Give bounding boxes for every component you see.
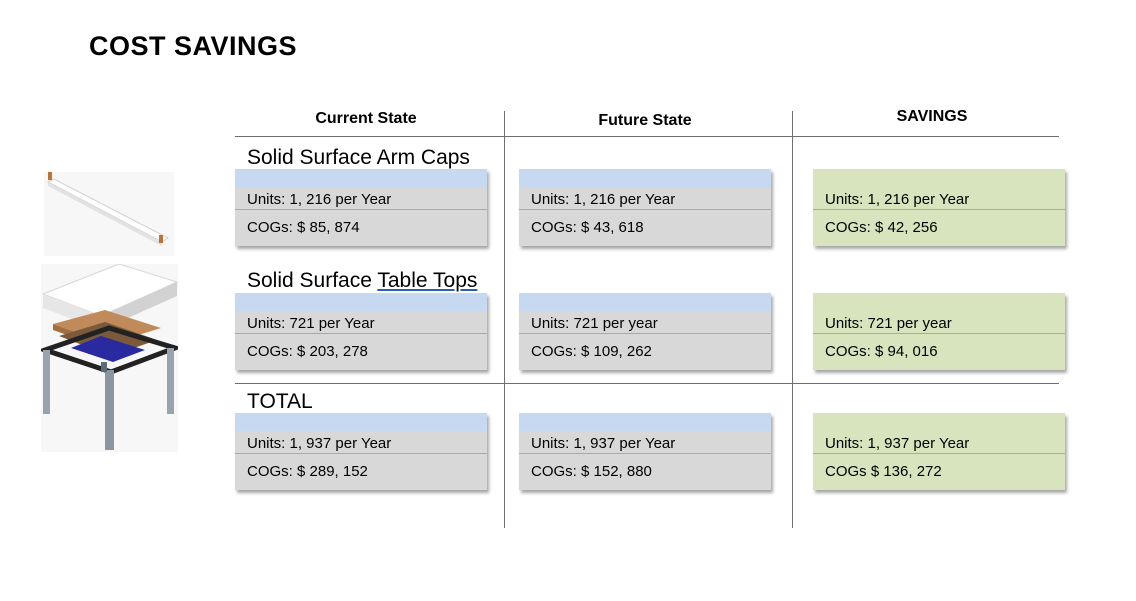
total-current-card: Units: 1, 937 per Year COGs: $ 289, 152 — [235, 413, 487, 490]
section-label-total: TOTAL — [247, 390, 313, 413]
cogs-value: COGs: $ 42, 256 — [825, 219, 938, 236]
table-tops-future-card: Units: 721 per year COGs: $ 109, 262 — [519, 293, 771, 370]
units-value: Units: 721 per year — [519, 314, 771, 334]
page-title: COST SAVINGS — [89, 31, 298, 61]
header-divider — [235, 136, 1059, 137]
units-value: Units: 721 per year — [813, 314, 1065, 334]
units-value: Units: 1, 216 per Year — [519, 190, 771, 210]
section-label-arm-caps: Solid Surface Arm Caps — [247, 146, 470, 169]
column-header-savings: SAVINGS — [896, 108, 968, 125]
arm-caps-future-card: Units: 1, 216 per Year COGs: $ 43, 618 — [519, 169, 771, 246]
total-future-card: Units: 1, 937 per Year COGs: $ 152, 880 — [519, 413, 771, 490]
card-header-bar — [813, 413, 1065, 431]
units-value: Units: 1, 937 per Year — [519, 434, 771, 454]
column-header-future: Future State — [598, 112, 692, 129]
card-header-bar — [519, 169, 771, 187]
cogs-value: COGs: $ 94, 016 — [825, 343, 938, 360]
card-header-bar — [813, 169, 1065, 187]
column-divider-1 — [504, 111, 505, 528]
units-value: Units: 1, 937 per Year — [813, 434, 1065, 454]
table-tops-current-card: Units: 721 per Year COGs: $ 203, 278 — [235, 293, 487, 370]
units-value: Units: 721 per Year — [235, 314, 487, 334]
column-header-current: Current State — [315, 110, 417, 127]
total-divider — [235, 383, 1059, 384]
section-label-table-tops: Solid Surface Table Tops — [247, 269, 478, 292]
cogs-value: COGs $ 136, 272 — [825, 463, 942, 480]
card-header-bar — [813, 293, 1065, 311]
arm-caps-savings-card: Units: 1, 216 per Year COGs: $ 42, 256 — [813, 169, 1065, 246]
units-value: Units: 1, 216 per Year — [813, 190, 1065, 210]
cogs-value: COGs: $ 109, 262 — [531, 343, 652, 360]
arm-caps-current-card: Units: 1, 216 per Year COGs: $ 85, 874 — [235, 169, 487, 246]
arm-cap-image — [44, 172, 174, 256]
cogs-value: COGs: $ 203, 278 — [247, 343, 368, 360]
card-header-bar — [235, 293, 487, 311]
card-header-bar — [519, 413, 771, 431]
cogs-value: COGs: $ 43, 618 — [531, 219, 644, 236]
units-value: Units: 1, 216 per Year — [235, 190, 487, 210]
cogs-value: COGs: $ 152, 880 — [531, 463, 652, 480]
units-value: Units: 1, 937 per Year — [235, 434, 487, 454]
card-header-bar — [235, 413, 487, 431]
table-tops-savings-card: Units: 721 per year COGs: $ 94, 016 — [813, 293, 1065, 370]
total-savings-card: Units: 1, 937 per Year COGs $ 136, 272 — [813, 413, 1065, 490]
table-top-image — [41, 264, 178, 452]
column-divider-2 — [792, 111, 793, 528]
card-header-bar — [235, 169, 487, 187]
card-header-bar — [519, 293, 771, 311]
cogs-value: COGs: $ 85, 874 — [247, 219, 360, 236]
cogs-value: COGs: $ 289, 152 — [247, 463, 368, 480]
